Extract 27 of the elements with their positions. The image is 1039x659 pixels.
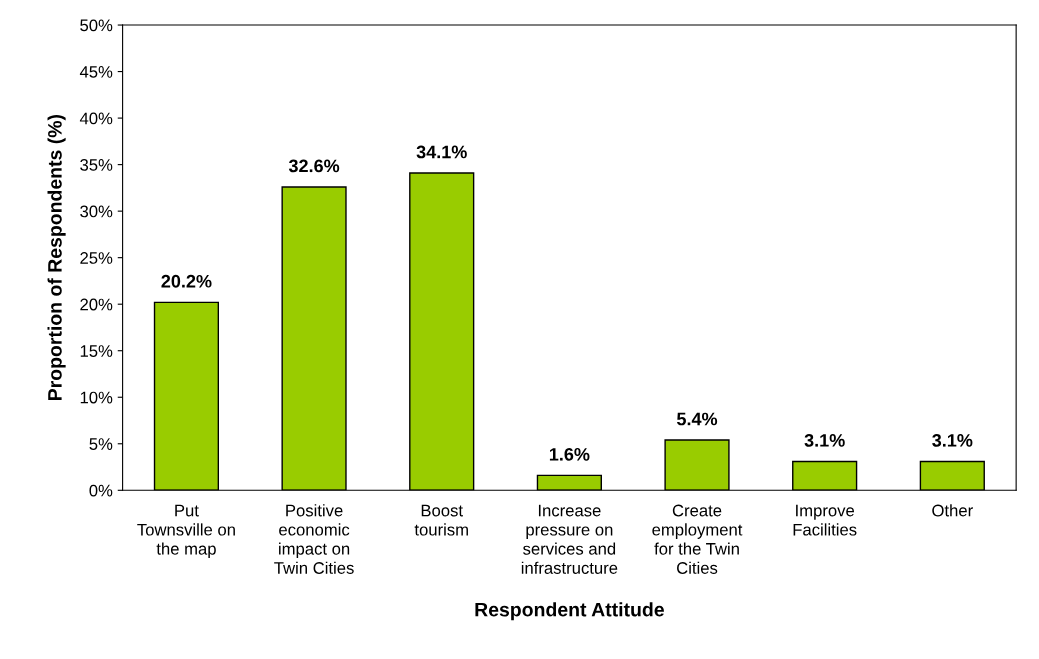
y-tick-label: 35% xyxy=(80,159,113,171)
data-label: 20.2% xyxy=(161,274,212,288)
data-label: 1.6% xyxy=(549,447,590,461)
x-tick-label: Other xyxy=(932,504,973,517)
x-tick-label: Improve Facilities xyxy=(793,504,857,536)
y-tick-label: 10% xyxy=(80,391,113,404)
x-axis-title: Respondent Attitude xyxy=(475,602,664,621)
data-label: 32.6% xyxy=(288,159,340,173)
y-tick-label: 45% xyxy=(79,66,113,78)
data-label: 3.1% xyxy=(804,433,845,447)
x-tick-label: Create employment for the Twin Cities xyxy=(652,504,743,574)
data-label: 34.1% xyxy=(416,145,467,159)
y-tick-label: 5% xyxy=(89,438,113,450)
y-axis-title: Proportion of Respondents (%) xyxy=(47,114,66,401)
x-tick-label: Positive economic impact on Twin Cities xyxy=(274,504,354,574)
x-tick-label: Boost tourism xyxy=(414,504,468,536)
y-tick-label: 50% xyxy=(80,19,113,32)
y-tick-label: 30% xyxy=(80,205,113,218)
data-label: 3.1% xyxy=(932,433,973,447)
x-tick-label: Put Townsville on the map xyxy=(137,504,235,559)
y-tick-label: 0% xyxy=(89,484,113,497)
y-tick-label: 25% xyxy=(80,252,113,264)
y-tick-label: 15% xyxy=(80,345,113,357)
y-tick-label: 20% xyxy=(80,298,113,311)
data-label: 5.4% xyxy=(677,412,718,426)
x-tick-label: Increase pressure on services and infrastructure xyxy=(521,504,618,574)
y-tick-label: 40% xyxy=(79,112,113,125)
